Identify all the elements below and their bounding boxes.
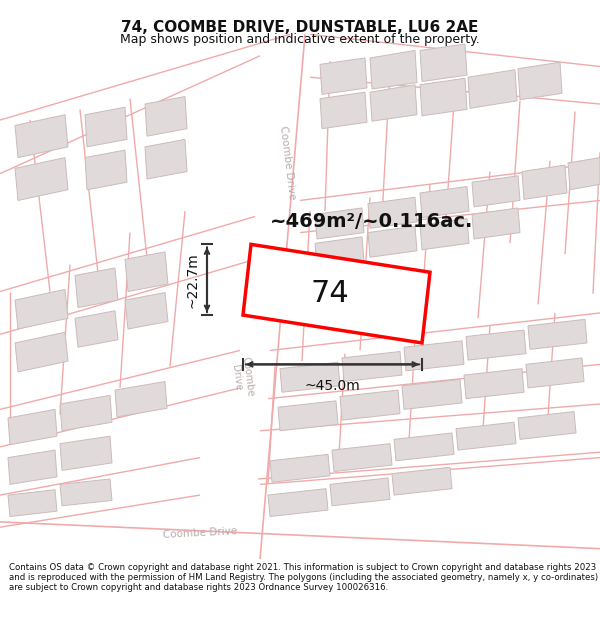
Polygon shape	[125, 252, 168, 291]
Text: ~22.7m: ~22.7m	[185, 252, 199, 308]
Polygon shape	[75, 268, 118, 308]
Polygon shape	[85, 107, 127, 147]
Polygon shape	[368, 198, 417, 228]
Text: ~469m²/~0.116ac.: ~469m²/~0.116ac.	[270, 213, 473, 231]
Polygon shape	[456, 422, 516, 450]
Polygon shape	[243, 244, 430, 343]
Polygon shape	[392, 468, 452, 495]
Polygon shape	[518, 411, 576, 439]
Polygon shape	[270, 454, 330, 482]
Polygon shape	[420, 219, 469, 250]
Polygon shape	[420, 186, 469, 218]
Polygon shape	[320, 58, 367, 94]
Polygon shape	[330, 478, 390, 506]
Polygon shape	[268, 489, 328, 516]
Text: Contains OS data © Crown copyright and database right 2021. This information is : Contains OS data © Crown copyright and d…	[9, 562, 598, 592]
Polygon shape	[115, 381, 167, 417]
Polygon shape	[8, 450, 57, 484]
Text: Coombe Drive: Coombe Drive	[163, 526, 238, 539]
Polygon shape	[342, 351, 402, 381]
Polygon shape	[15, 158, 68, 201]
Polygon shape	[464, 369, 524, 399]
Polygon shape	[85, 150, 127, 190]
Polygon shape	[472, 176, 520, 207]
Polygon shape	[8, 409, 57, 445]
Polygon shape	[404, 341, 464, 371]
Polygon shape	[280, 362, 340, 392]
Text: Coombe
Drive: Coombe Drive	[229, 356, 255, 399]
Text: 74, COOMBE DRIVE, DUNSTABLE, LU6 2AE: 74, COOMBE DRIVE, DUNSTABLE, LU6 2AE	[121, 20, 479, 35]
Polygon shape	[528, 319, 587, 349]
Polygon shape	[468, 70, 517, 108]
Text: ~45.0m: ~45.0m	[305, 379, 361, 393]
Polygon shape	[340, 390, 400, 420]
Polygon shape	[125, 292, 168, 329]
Polygon shape	[368, 226, 417, 258]
Polygon shape	[472, 208, 520, 239]
Polygon shape	[75, 311, 118, 348]
Polygon shape	[568, 158, 600, 190]
Polygon shape	[518, 62, 562, 100]
Polygon shape	[15, 332, 68, 372]
Polygon shape	[466, 330, 526, 360]
Polygon shape	[145, 139, 187, 179]
Polygon shape	[8, 490, 57, 516]
Polygon shape	[420, 78, 467, 116]
Text: Map shows position and indicative extent of the property.: Map shows position and indicative extent…	[120, 32, 480, 46]
Polygon shape	[15, 115, 68, 158]
Text: 74: 74	[311, 279, 349, 308]
Polygon shape	[145, 96, 187, 136]
Polygon shape	[522, 165, 567, 199]
Polygon shape	[315, 237, 364, 268]
Polygon shape	[402, 379, 462, 409]
Polygon shape	[60, 436, 112, 471]
Polygon shape	[315, 208, 364, 239]
Polygon shape	[370, 51, 417, 89]
Polygon shape	[394, 433, 454, 461]
Polygon shape	[15, 289, 68, 329]
Polygon shape	[420, 44, 467, 81]
Polygon shape	[278, 401, 338, 431]
Text: Coombe Drive: Coombe Drive	[278, 126, 298, 201]
Polygon shape	[60, 479, 112, 506]
Polygon shape	[60, 396, 112, 431]
Polygon shape	[320, 92, 367, 129]
Polygon shape	[370, 85, 417, 121]
Polygon shape	[526, 358, 584, 388]
Polygon shape	[332, 444, 392, 471]
